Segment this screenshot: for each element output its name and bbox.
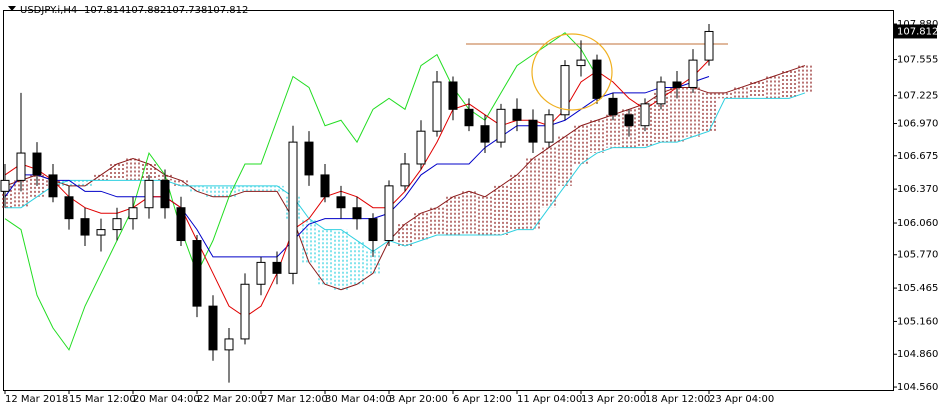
header-close: 107.812: [207, 5, 248, 16]
chikou-line: [4, 32, 598, 351]
candle-body: [352, 207, 362, 220]
candle-body: [272, 261, 282, 274]
x-tick-label: 12 Mar 2018: [5, 394, 68, 405]
y-tick-label: 105.465: [897, 283, 938, 294]
plot-frame: [3, 10, 894, 391]
header-low: 107.738: [166, 5, 207, 16]
candle-body: [560, 65, 570, 116]
candle-body: [0, 179, 10, 192]
candle-body: [640, 103, 650, 127]
candle-body: [32, 152, 42, 176]
candle-body: [80, 218, 90, 236]
candle-body: [592, 59, 602, 99]
candle-body: [512, 108, 522, 121]
candle-body: [224, 338, 234, 351]
candle-body: [480, 125, 490, 143]
header-open: 107.814: [84, 5, 125, 16]
candle-body: [384, 185, 394, 242]
x-tick-label: 20 Mar 04:00: [133, 394, 200, 405]
candle-body: [464, 108, 474, 127]
y-tick-label: 107.555: [897, 55, 938, 66]
candle-body: [176, 207, 186, 242]
x-tick-label: 23 Apr 04:00: [709, 394, 774, 405]
candle-body: [432, 81, 442, 132]
candle-body: [160, 179, 170, 209]
candle-body: [64, 196, 74, 220]
x-tick-label: 30 Mar 04:00: [325, 394, 392, 405]
x-tick-label: 3 Apr 20:00: [389, 394, 448, 405]
price-label-box: [893, 24, 937, 39]
x-tick-label: 27 Mar 12:00: [261, 394, 328, 405]
candle-body: [400, 163, 410, 187]
x-tick-label: 18 Apr 12:00: [645, 394, 710, 405]
plot: [0, 24, 812, 383]
y-tick-label: 106.370: [897, 184, 938, 195]
y-tick-label: 105.160: [897, 316, 938, 327]
y-tick-label: 104.860: [897, 349, 938, 360]
candle-body: [16, 152, 26, 181]
candle-body: [208, 305, 218, 351]
candle-body: [240, 283, 250, 340]
symbol: USDJPY.i,H4: [20, 5, 77, 16]
candle-body: [320, 174, 330, 198]
candle-body: [192, 240, 202, 307]
candle-body: [288, 141, 298, 274]
tenkan-line: [4, 59, 710, 318]
candle-body: [496, 108, 506, 143]
y-tick-label: 106.675: [897, 151, 938, 162]
span-a-line: [4, 65, 806, 291]
candle-body: [576, 59, 586, 67]
candle-body: [624, 114, 634, 127]
candle-body: [704, 30, 714, 61]
candle-body: [672, 81, 682, 88]
x-tick-label: 11 Apr 04:00: [517, 394, 582, 405]
y-tick-label: 107.225: [897, 91, 938, 102]
candle-body: [144, 179, 154, 209]
span-b-line: [5, 92, 806, 253]
candle-body: [528, 119, 538, 143]
y-tick-label: 106.060: [897, 218, 938, 229]
candle-body: [256, 261, 266, 285]
candle-body: [48, 174, 58, 198]
candle-body: [544, 114, 554, 143]
highlight-circle: [531, 33, 613, 111]
candle-body: [608, 97, 618, 116]
header-high: 107.882: [125, 5, 166, 16]
candle-body: [304, 141, 314, 176]
candle-body: [688, 59, 698, 88]
candle-body: [96, 229, 106, 236]
y-tick-label: 104.560: [897, 382, 938, 393]
candle-body: [112, 218, 122, 231]
candle-body: [416, 130, 426, 165]
y-tick-label: 106.970: [897, 119, 938, 130]
candle-body: [448, 81, 458, 110]
candle-body: [368, 218, 378, 242]
price-label: 107.812: [897, 26, 938, 37]
x-tick-label: 13 Apr 20:00: [581, 394, 646, 405]
x-tick-label: 6 Apr 12:00: [453, 394, 512, 405]
x-tick-label: 15 Mar 12:00: [69, 394, 136, 405]
header-arrow: [8, 6, 16, 11]
x-tick-label: 22 Mar 20:00: [197, 394, 264, 405]
candle-body: [336, 196, 346, 209]
y-tick-label: 105.770: [897, 250, 938, 261]
candle-body: [656, 81, 666, 105]
candle-body: [128, 207, 138, 220]
